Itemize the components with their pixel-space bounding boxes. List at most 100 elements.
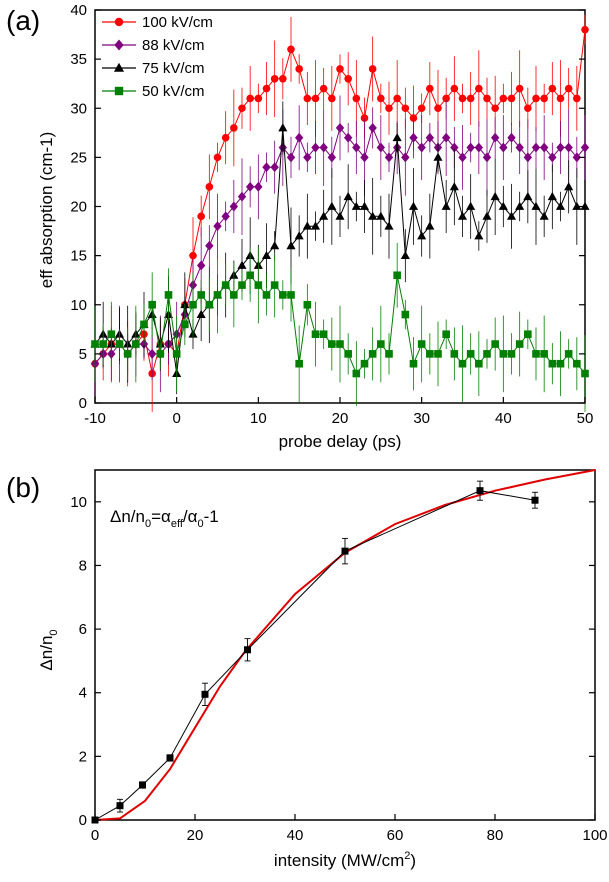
data-point — [547, 191, 557, 201]
data-point — [581, 369, 589, 378]
data-point — [498, 201, 508, 210]
data-point — [417, 142, 426, 153]
legend-label: 50 kV/cm — [142, 83, 205, 100]
y-tick-label: 35 — [70, 51, 87, 68]
data-point — [475, 359, 483, 368]
data-point — [409, 359, 418, 368]
x-tick-label: 100 — [582, 827, 607, 844]
data-point — [237, 191, 247, 202]
data-point — [311, 330, 320, 339]
y-tick-label: 4 — [79, 685, 87, 702]
data-point — [458, 94, 467, 103]
data-point — [515, 201, 525, 210]
data-point — [401, 310, 410, 319]
data-point — [441, 201, 451, 210]
data-point — [483, 94, 491, 103]
data-point — [392, 132, 402, 142]
panel-a-x-ticks: -10 0 10 20 30 40 50 — [84, 397, 593, 427]
data-point — [384, 221, 394, 230]
data-point — [368, 350, 377, 358]
data-point — [368, 122, 377, 133]
data-point — [573, 359, 581, 368]
data-point — [344, 74, 352, 83]
data-point — [286, 241, 296, 250]
y-tick-label: 10 — [70, 297, 87, 314]
data-point — [441, 132, 451, 143]
panel-a-x-axis-title: probe delay (ps) — [279, 432, 402, 451]
x-tick-label: 0 — [172, 410, 180, 427]
data-point — [303, 94, 312, 103]
panel-b-x-axis-title: intensity (MW/cm2) — [274, 850, 416, 870]
data-point — [295, 359, 303, 368]
data-point — [531, 201, 541, 210]
data-point — [368, 211, 378, 220]
data-point — [482, 211, 492, 220]
data-point — [270, 241, 280, 250]
data-point — [499, 94, 508, 103]
data-point — [286, 152, 296, 163]
data-point — [532, 94, 540, 103]
data-point — [254, 281, 263, 289]
x-tick-label: -10 — [84, 410, 106, 427]
data-point — [238, 281, 246, 289]
data-point — [303, 152, 312, 163]
data-line — [94, 490, 536, 821]
data-point — [490, 191, 500, 201]
y-tick-label: 25 — [70, 149, 87, 166]
data-point — [434, 350, 442, 358]
data-point — [482, 152, 492, 163]
data-point — [408, 201, 419, 210]
data-point — [475, 84, 483, 93]
data-point — [580, 201, 590, 210]
data-point — [515, 340, 524, 348]
data-point — [328, 94, 336, 103]
data-point — [310, 221, 321, 230]
data-point — [524, 104, 532, 113]
data-point — [466, 201, 476, 210]
data-point — [294, 132, 304, 143]
data-point — [507, 350, 516, 358]
data-point — [426, 350, 434, 358]
data-point — [189, 300, 197, 309]
data-point — [556, 94, 565, 103]
legend-label: 88 kV/cm — [142, 37, 205, 54]
data-point — [360, 114, 369, 122]
data-point — [499, 350, 508, 358]
y-tick-label: 8 — [79, 557, 87, 574]
data-point — [262, 162, 271, 173]
data-point — [328, 340, 336, 348]
data-point — [531, 496, 539, 504]
data-point — [384, 152, 394, 163]
data-point — [230, 291, 238, 299]
data-point — [434, 104, 442, 113]
data-point — [140, 320, 148, 329]
legend-label: 75 kV/cm — [142, 60, 205, 77]
data-point — [442, 94, 450, 103]
data-point — [343, 132, 353, 143]
data-point — [540, 94, 548, 103]
x-tick-label: 40 — [287, 827, 304, 844]
data-point — [458, 152, 467, 163]
data-point — [335, 122, 345, 133]
data-point — [572, 201, 582, 210]
data-point — [450, 350, 459, 358]
data-point — [335, 211, 345, 220]
data-point — [368, 65, 377, 73]
data-point — [377, 340, 385, 348]
data-point — [572, 152, 582, 163]
data-point — [261, 250, 272, 260]
data-point — [196, 309, 206, 318]
panel-b-annotation: Δn/n0=αeff/α0-1 — [110, 507, 219, 530]
data-point — [196, 260, 206, 271]
data-point — [166, 754, 174, 762]
x-tick-label: 0 — [91, 827, 99, 844]
data-point — [499, 142, 508, 153]
data-point — [540, 350, 548, 358]
data-point — [303, 300, 312, 309]
data-point — [490, 132, 500, 143]
data-point — [230, 124, 238, 132]
legend-marker — [114, 39, 124, 51]
data-point — [205, 240, 214, 251]
y-tick-label: 40 — [70, 2, 87, 19]
